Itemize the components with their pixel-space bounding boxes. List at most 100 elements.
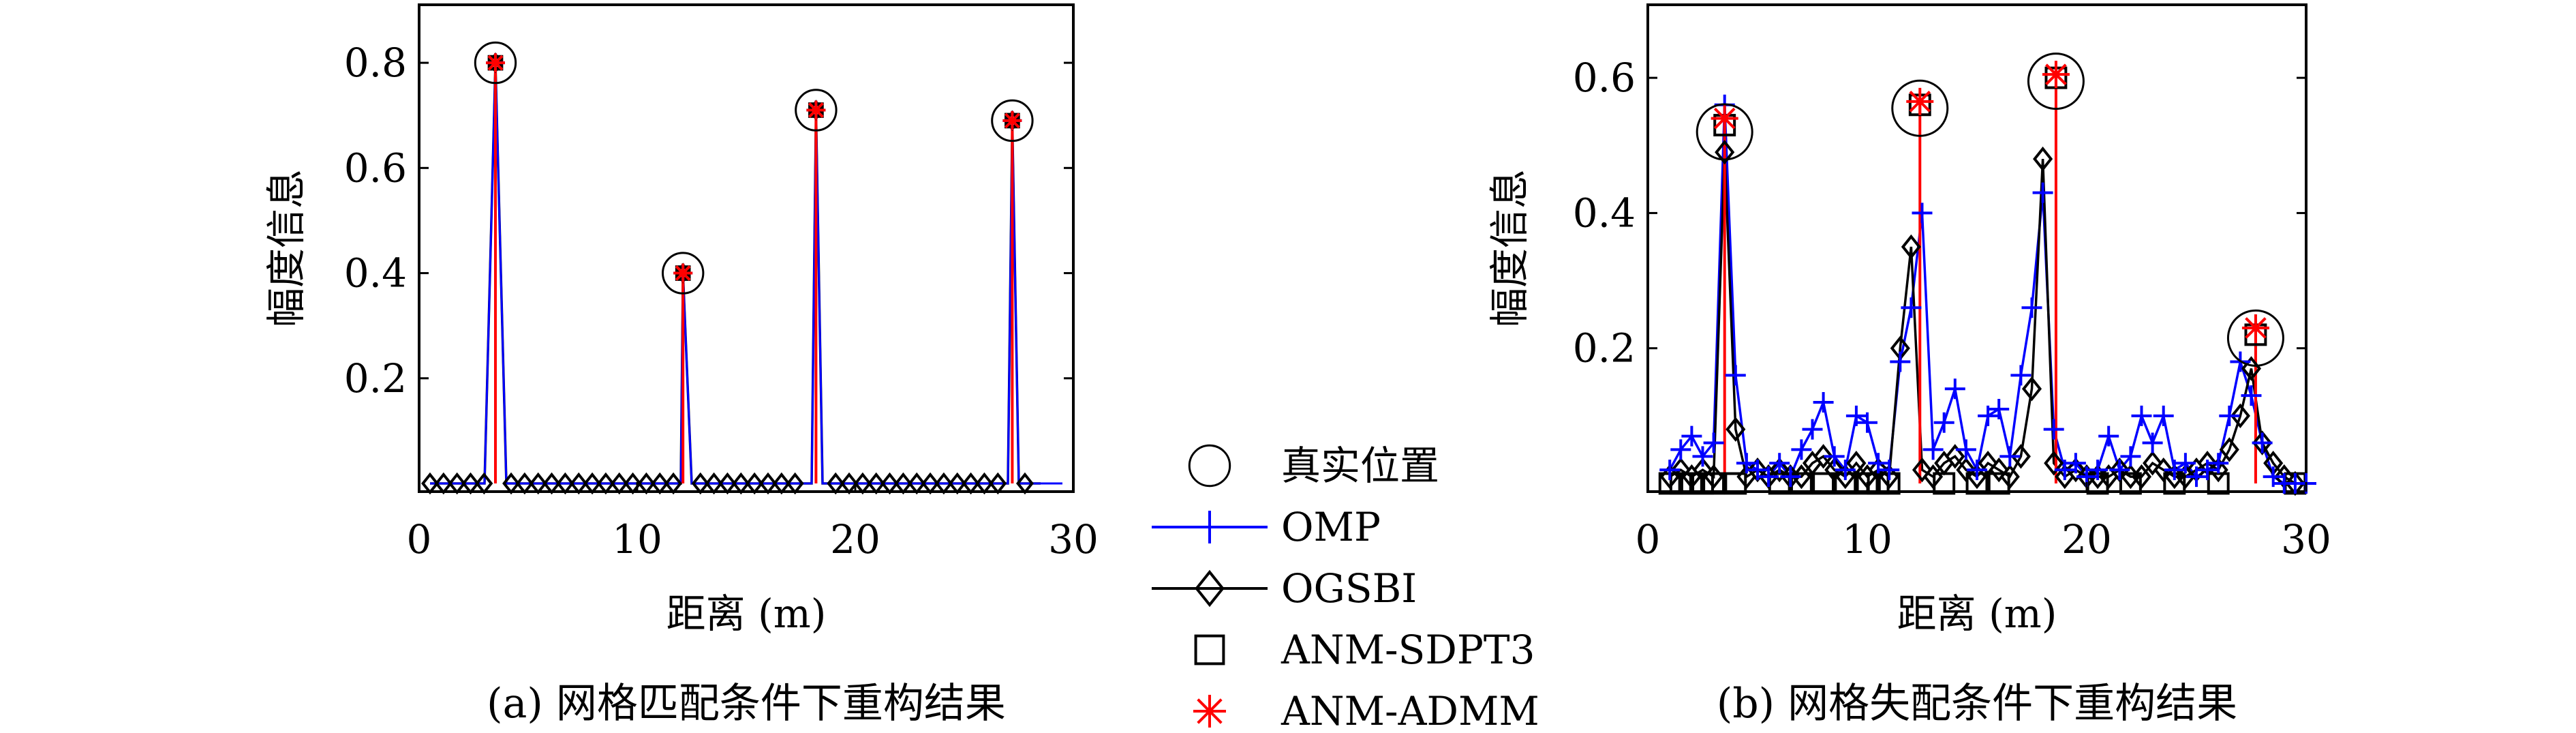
omp-point: [1802, 419, 1823, 440]
omp-point: [1769, 453, 1790, 474]
omp-point: [1944, 378, 1965, 400]
omp-point: [1835, 460, 1856, 481]
omp-point: [1901, 297, 1922, 318]
ogsbi-point: [2066, 457, 2086, 483]
ogsbi-point: [759, 472, 777, 495]
omp-point: [2263, 466, 2284, 488]
ogsbi-point: [2021, 376, 2042, 402]
ogsbi-point: [570, 472, 588, 495]
legend-label: ANM-ADMM: [1281, 688, 1539, 733]
omp-point: [2010, 365, 2031, 386]
legend-anm-admm-marker: [1193, 695, 1226, 728]
anm-sdpt3-point: [1702, 472, 1726, 495]
omp-point: [1791, 439, 1812, 460]
panel-b: 0.2 0.4 0.6 0 10 20 30 距离 (m) 幅度信息 (b) 网格失配条件下…: [1486, 3, 2331, 728]
omp-point: [1857, 412, 1877, 433]
panel-a-xlabel: 距离 (m): [666, 590, 827, 637]
legend-omp-marker: [1193, 511, 1226, 543]
omp-point: [2142, 432, 2163, 453]
panel-a: 0.2 0.4 0.6 0.8 0 10 20 30 距离 (m) 幅度信息 (a) 网格匹配…: [263, 3, 1099, 728]
anm-admm-point: [673, 263, 693, 283]
ogsbi-point: [596, 472, 615, 495]
omp-point: [2164, 460, 2185, 481]
ogsbi-point: [1912, 457, 1933, 483]
ogsbi-point: [651, 472, 669, 495]
omp-point: [1659, 460, 1681, 481]
anm-sdpt3-point: [1933, 472, 1956, 495]
omp-point: [1703, 432, 1724, 453]
omp-point: [2153, 405, 2174, 426]
omp-point: [1890, 351, 1911, 372]
ogsbi-point: [894, 472, 913, 495]
panel-a-ticks: 0.2 0.4 0.6 0.8 0 10 20 30: [344, 40, 1099, 563]
x-tick-label: 30: [2281, 516, 2331, 563]
omp-point: [1989, 398, 2010, 419]
ogsbi-point: [934, 472, 953, 495]
legend-label: OMP: [1281, 504, 1381, 550]
omp-point: [1736, 453, 1757, 474]
omp-point: [2098, 425, 2119, 447]
true-position-point: [1696, 103, 1753, 161]
omp-point: [1999, 446, 2021, 467]
omp-point: [1681, 425, 1702, 447]
omp-point: [2021, 297, 2042, 318]
anm-admm-point: [2241, 314, 2269, 342]
ogsbi-point: [2219, 437, 2239, 462]
panel-a-ylabel: 幅度信息: [263, 169, 309, 327]
omp-line: [430, 63, 1062, 485]
ogsbi-point: [1901, 234, 1921, 260]
ogsbi-point: [556, 472, 574, 495]
omp-point: [1758, 466, 1779, 488]
ogsbi-point: [529, 472, 547, 495]
omp-point: [1868, 453, 1889, 474]
ogsbi-point: [637, 472, 656, 495]
ogsbi-point: [461, 472, 480, 495]
ogsbi-point: [448, 472, 466, 495]
ogsbi-point: [542, 472, 561, 495]
ogsbi-point: [2143, 451, 2163, 476]
true-position-point: [795, 89, 838, 132]
true-position-point: [991, 99, 1034, 143]
ogsbi-point: [732, 472, 750, 495]
x-tick-label: 0: [407, 516, 432, 563]
y-tick-label: 0.6: [344, 145, 407, 191]
panel-b-plot-frame: [1646, 3, 2307, 493]
panel-b-xlabel: 距离 (m): [1897, 590, 2057, 637]
panel-b-caption: (b) 网格失配条件下重构结果: [1717, 680, 2237, 728]
omp-point: [2208, 453, 2229, 474]
legend-ogsbi-marker: [1195, 569, 1225, 608]
ogsbi-point: [1989, 457, 2009, 483]
omp-point: [1692, 446, 1713, 467]
panel-a-plot-frame: [418, 3, 1075, 493]
ogsbi-point: [1726, 417, 1746, 442]
y-tick-label: 0.4: [1573, 190, 1636, 236]
panel-a-marks: [421, 41, 1062, 495]
omp-point: [1879, 460, 1900, 481]
omp-point: [1845, 405, 1867, 426]
omp-line: [1668, 104, 2306, 485]
omp-point: [2043, 419, 2064, 440]
omp-point: [1955, 439, 1976, 460]
omp-point: [1967, 460, 1987, 481]
ogsbi-point: [2033, 146, 2053, 172]
legend-label: OGSBI: [1281, 565, 1417, 612]
omp-point: [2065, 453, 2086, 474]
x-tick-label: 10: [612, 516, 662, 563]
omp-point: [2109, 460, 2130, 481]
ogsbi-point: [502, 472, 521, 495]
y-tick-label: 0.8: [344, 40, 407, 86]
omp-point: [2197, 460, 2218, 481]
panel-b-ylabel: 幅度信息: [1486, 169, 1533, 327]
ogsbi-point: [1015, 472, 1034, 495]
ogsbi-point: [475, 472, 493, 495]
legend-anm-sdpt3-marker: [1194, 634, 1225, 665]
ogsbi-point: [989, 472, 1007, 495]
legend-label: 真实位置: [1281, 443, 1439, 489]
omp-point: [2120, 446, 2141, 467]
ogsbi-point: [2208, 457, 2228, 483]
ogsbi-point: [921, 472, 940, 495]
true-position-point: [1891, 79, 1949, 137]
ogsbi-point: [434, 472, 453, 495]
anm-sdpt3-point: [1987, 472, 2010, 495]
ogsbi-point: [1769, 457, 1790, 483]
